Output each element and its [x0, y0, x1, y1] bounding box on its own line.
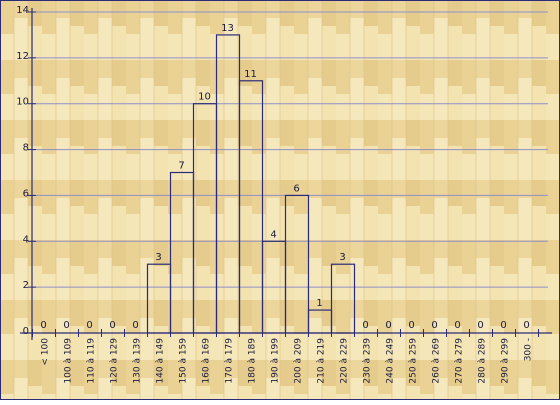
- data-label: 0: [477, 320, 483, 331]
- data-label: 0: [523, 320, 529, 331]
- data-label: 0: [362, 320, 368, 331]
- x-tick-label: 110 à 119: [87, 338, 97, 384]
- x-tick-label: 140 à 149: [156, 338, 166, 384]
- x-tick-label: 130 à 139: [133, 338, 143, 384]
- data-label: 7: [178, 161, 184, 172]
- x-tick-label: 180 à 189: [248, 338, 258, 384]
- x-tick-label: 170 à 179: [225, 338, 235, 384]
- x-tick-label: 240 à 249: [386, 338, 396, 384]
- y-tick-label: 6: [23, 188, 29, 199]
- x-tick-label: 100 à 109: [64, 338, 74, 384]
- x-tick-label: 300 -: [524, 338, 534, 361]
- x-tick-label: 290 à 299: [501, 338, 511, 384]
- y-tick-label: 12: [16, 51, 29, 62]
- data-label: 1: [316, 298, 322, 309]
- data-label: 0: [431, 320, 437, 331]
- y-tick-label: 0: [23, 326, 29, 337]
- x-tick-label: 210 à 219: [317, 338, 327, 384]
- data-label: 0: [408, 320, 414, 331]
- x-tick-label: 190 à 199: [271, 338, 281, 384]
- data-label: 0: [385, 320, 391, 331]
- x-tick-label: 150 à 159: [179, 338, 189, 384]
- axes: [20, 8, 552, 340]
- y-tick-label: 8: [23, 143, 29, 154]
- data-label: 11: [244, 69, 257, 80]
- x-tick-label: 220 à 229: [340, 338, 350, 384]
- data-label: 10: [198, 92, 211, 103]
- y-tick-label: 14: [16, 5, 29, 16]
- data-label: 0: [63, 320, 69, 331]
- data-label: 3: [339, 252, 345, 263]
- data-label: 6: [293, 183, 299, 194]
- y-tick-label: 10: [16, 97, 29, 108]
- x-tick-label: 260 à 269: [432, 338, 442, 384]
- data-label: 0: [86, 320, 92, 331]
- x-tick-label: 270 à 279: [455, 338, 465, 384]
- x-tick-label: 250 à 259: [409, 338, 419, 384]
- data-label: 0: [40, 320, 46, 331]
- gridlines: [32, 11, 548, 288]
- data-label: 3: [155, 252, 161, 263]
- x-tick-label: 230 à 239: [363, 338, 373, 384]
- data-label: 4: [270, 229, 276, 240]
- x-tick-label: 280 à 289: [478, 338, 488, 384]
- x-tick-label: 200 à 209: [294, 338, 304, 384]
- data-label: 0: [132, 320, 138, 331]
- data-label: 0: [454, 320, 460, 331]
- x-tick-label: 120 à 129: [110, 338, 120, 384]
- y-tick-label: 2: [23, 280, 29, 291]
- y-tick-label: 4: [23, 234, 29, 245]
- data-label: 0: [500, 320, 506, 331]
- data-label: 0: [109, 320, 115, 331]
- x-tick-label: < 100: [41, 338, 51, 366]
- data-label: 13: [221, 23, 234, 34]
- x-tick-label: 160 à 169: [202, 338, 212, 384]
